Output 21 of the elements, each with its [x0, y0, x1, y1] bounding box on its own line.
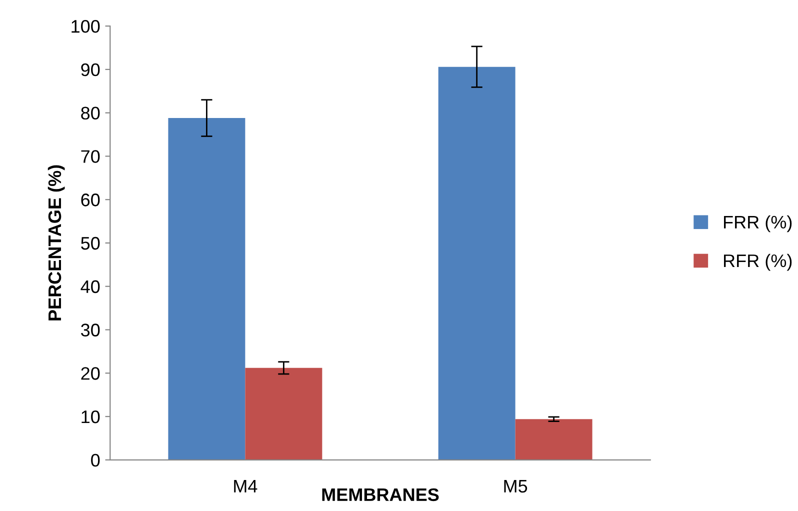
y-tick-label: 30 [81, 324, 100, 336]
y-tick-label: 20 [81, 367, 100, 380]
bar [515, 419, 592, 460]
y-axis-title: PERCENTAGE (%) [48, 165, 65, 320]
legend-label: RFR (%) [724, 254, 792, 271]
y-tick-label: 60 [81, 194, 100, 206]
x-axis-title: MEMBRANES [322, 488, 439, 502]
legend-label: FRR (%) [724, 215, 792, 232]
y-tick-label: 90 [81, 63, 100, 76]
bar [168, 118, 246, 460]
y-tick-label: 10 [82, 410, 100, 424]
x-tick-label: M4 [234, 480, 258, 492]
y-tick-label: 80 [81, 106, 100, 120]
x-tick-label: M5 [504, 480, 528, 493]
bar [438, 66, 516, 460]
y-tick-label: 50 [81, 236, 100, 250]
y-tick-label: 70 [81, 150, 100, 163]
y-tick-label: 0 [91, 454, 100, 467]
y-tick-label: 100 [72, 20, 100, 33]
bar [245, 368, 322, 460]
y-tick-label: 40 [80, 280, 100, 294]
